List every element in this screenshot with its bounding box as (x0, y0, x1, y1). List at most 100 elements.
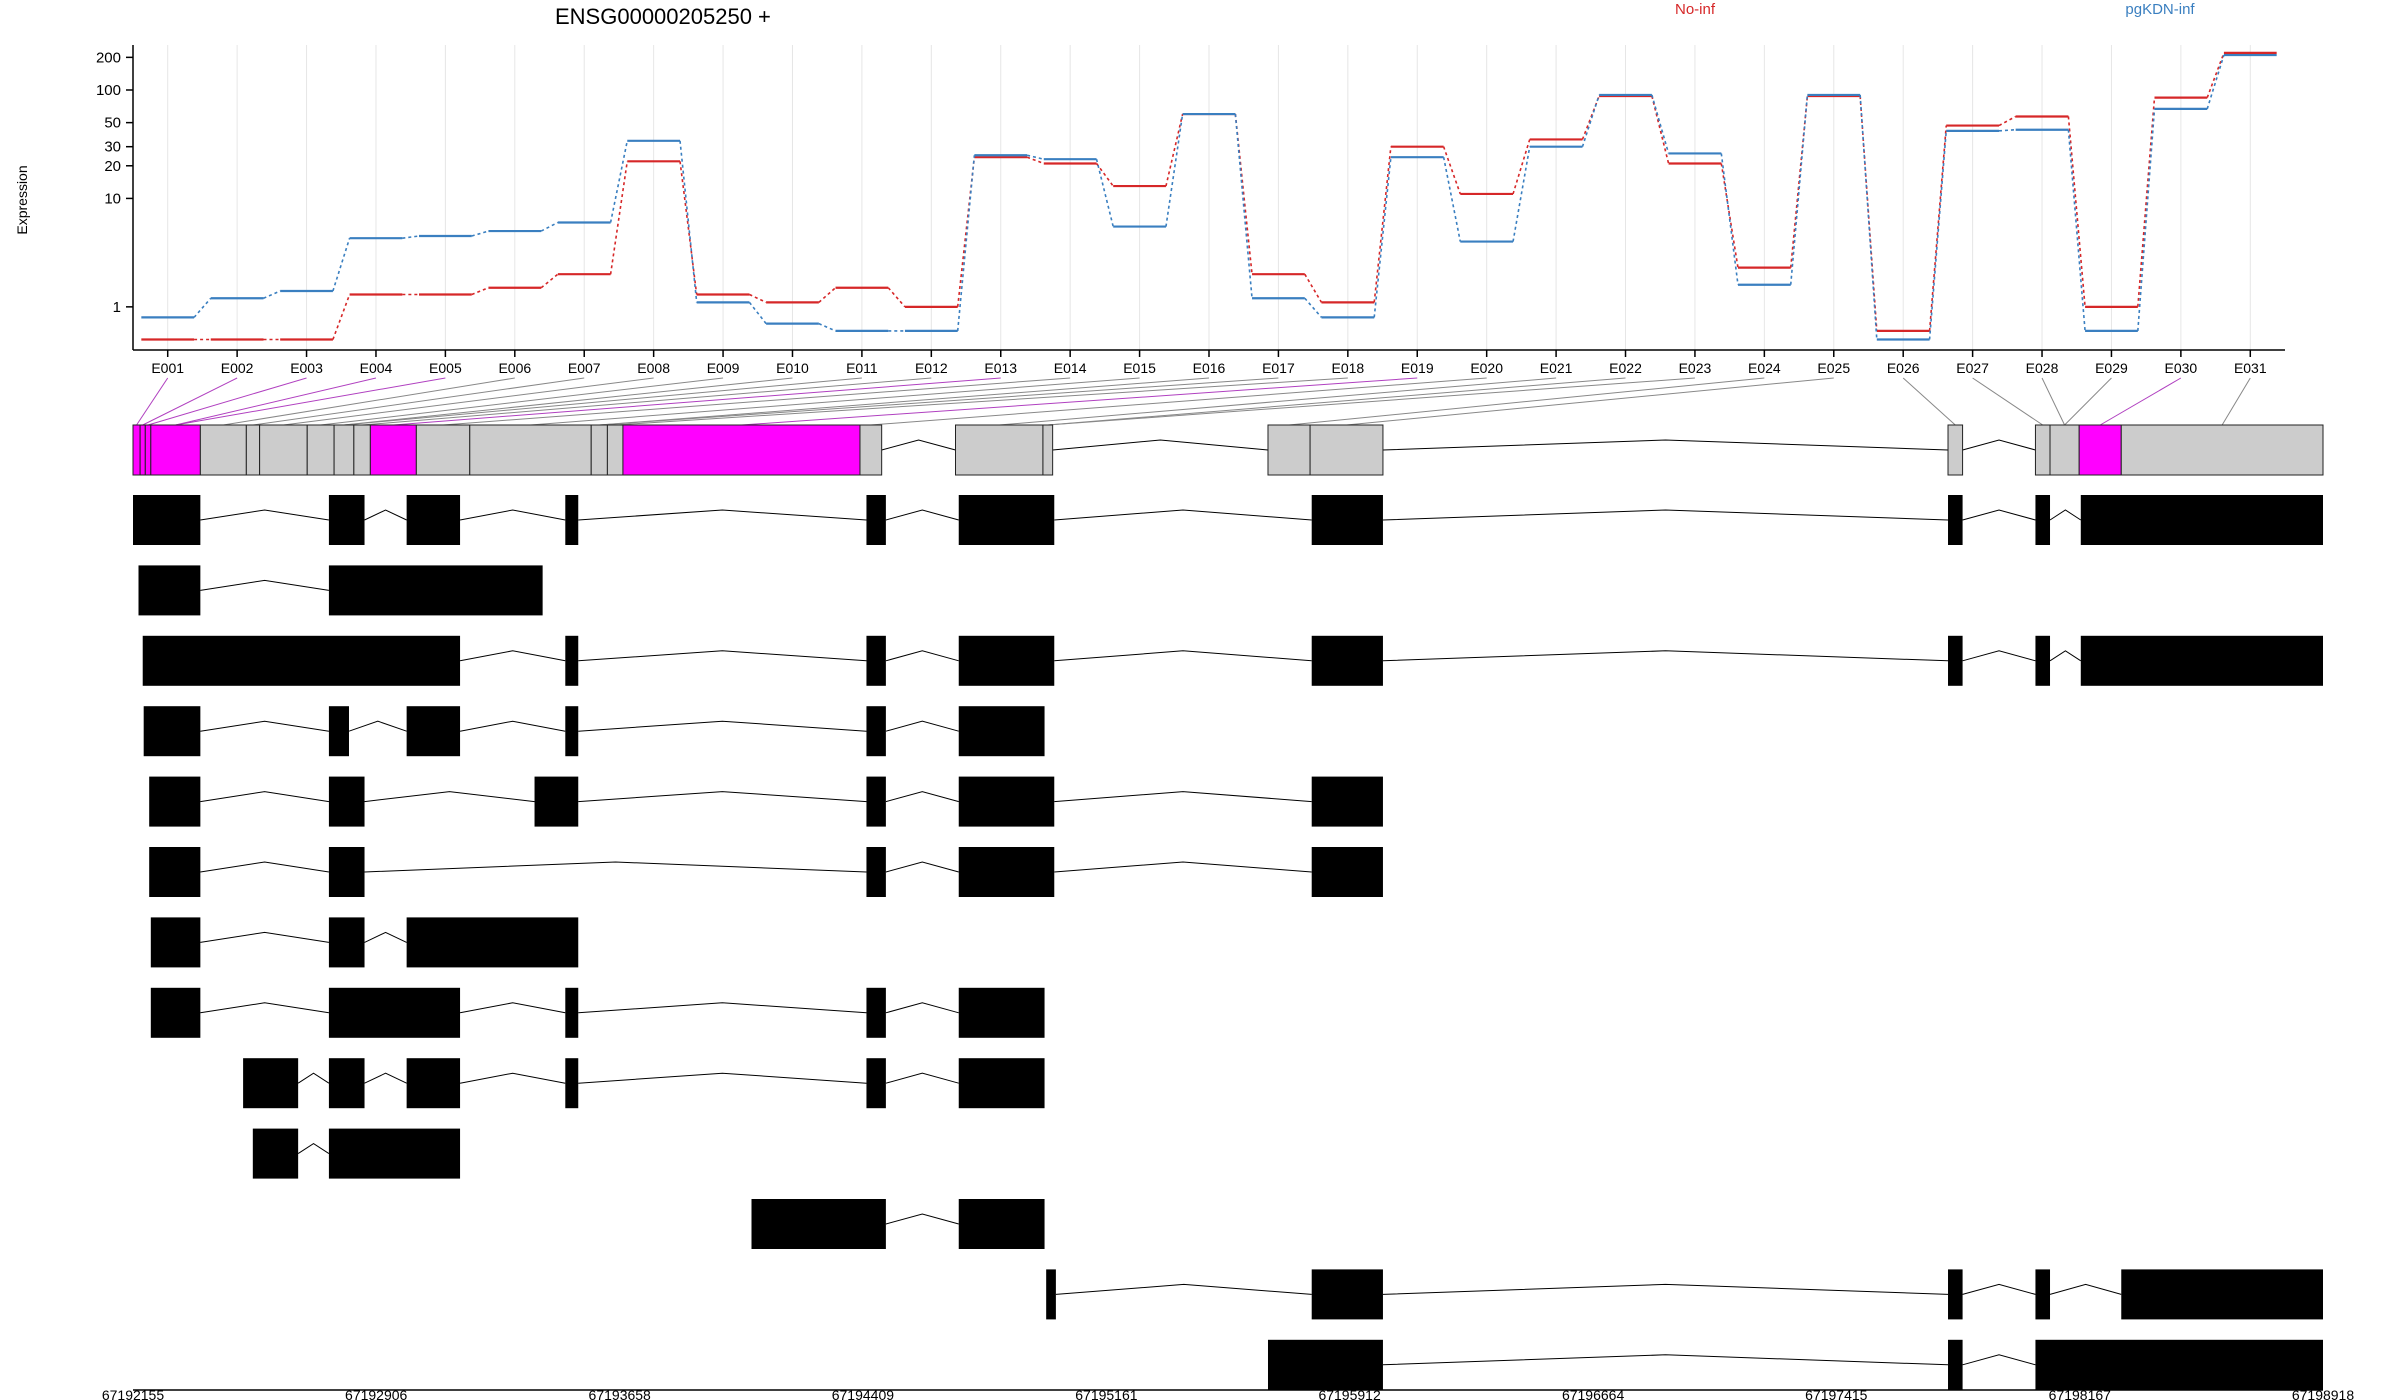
x-tick-label-e016: E016 (1193, 360, 1226, 376)
genomic-coordinate-axis: 67192155 67192906 67193658 67194409 67195161… (102, 1387, 2355, 1400)
transition (748, 301, 767, 325)
exon-bin-13 (469, 424, 592, 476)
connector-e030 (2099, 377, 2182, 426)
y-tick-label: 30 (104, 139, 121, 156)
transition (1998, 128, 2016, 132)
transition (2137, 97, 2156, 307)
exon-8 (2080, 635, 2323, 686)
exon-bin-23 (2034, 424, 2051, 476)
connector-e013 (393, 377, 1001, 426)
exon-4 (2035, 1269, 2051, 1320)
exon-6 (958, 706, 1045, 757)
transition (2067, 116, 2086, 307)
connector-e020 (870, 377, 1487, 426)
transcript-13 (1267, 1339, 2323, 1390)
exon-bin-1 (132, 424, 141, 476)
exon-2 (328, 495, 365, 545)
exon-5 (958, 776, 1055, 827)
x-tick-label-e008: E008 (637, 360, 670, 376)
exon-10 (2080, 495, 2323, 545)
connector-e003 (147, 377, 307, 426)
connector-e029 (2064, 377, 2112, 426)
transition (332, 237, 351, 292)
x-tick-label-e006: E006 (498, 360, 531, 376)
connector-e007 (252, 377, 585, 426)
exon-5 (866, 706, 886, 757)
transition (1026, 156, 1045, 165)
transcript-4 (143, 706, 1045, 757)
exon-4 (565, 1058, 579, 1109)
transition (1651, 95, 1670, 164)
exon-2 (328, 1058, 365, 1109)
exon-bin-5 (199, 424, 247, 476)
connector-e016 (599, 377, 1210, 426)
intron (885, 1072, 959, 1084)
y-axis-label: Expression (14, 165, 30, 234)
intron (200, 1002, 329, 1014)
exon-bin-21 (1309, 424, 1384, 476)
exon-3 (534, 776, 579, 827)
exon-5 (958, 987, 1045, 1038)
exon-6 (1948, 635, 1963, 686)
transition (2206, 54, 2225, 110)
exon-1 (1046, 1269, 1056, 1320)
transition (2206, 52, 2225, 98)
exon-bin-17 (859, 424, 883, 476)
exon-6 (958, 1058, 1045, 1109)
exon-bin-3 (144, 424, 152, 476)
x-tick-label-e012: E012 (915, 360, 948, 376)
transcript-8 (150, 987, 1045, 1038)
x-tick-label-e019: E019 (1401, 360, 1434, 376)
x-tick-label-e002: E002 (221, 360, 254, 376)
exon-3 (406, 495, 461, 545)
exon-1 (1267, 1339, 1383, 1390)
transition (1859, 94, 1878, 340)
transition (402, 235, 420, 239)
coord-label: 67198918 (2292, 1387, 2355, 1400)
transcript-11 (751, 1199, 1045, 1249)
x-tick-label-e007: E007 (568, 360, 601, 376)
intron (578, 1072, 867, 1084)
intron (1382, 509, 1949, 521)
x-tick-label-e024: E024 (1748, 360, 1781, 376)
intron (459, 650, 566, 662)
intron (200, 861, 329, 873)
transition (609, 161, 629, 275)
connector-e004 (175, 377, 377, 426)
x-tick-label-e026: E026 (1887, 360, 1920, 376)
intron (1962, 1354, 2036, 1366)
exon-1 (142, 635, 461, 686)
x-tick-label-e017: E017 (1262, 360, 1295, 376)
exon-9 (2035, 495, 2051, 545)
exon-1 (751, 1199, 886, 1249)
exon-2 (328, 776, 365, 827)
transcript-10 (252, 1128, 461, 1179)
exon-3 (1948, 1269, 1963, 1320)
coord-label: 67192906 (345, 1387, 408, 1400)
transition (1998, 115, 2017, 127)
transition (749, 293, 767, 304)
legend-pgkdn-inf: pgKDN-inf (2125, 1, 2195, 18)
connector-e011 (343, 377, 862, 426)
intron (885, 509, 959, 521)
intron (1382, 1283, 1949, 1295)
intron (1055, 1283, 1312, 1295)
intron (2049, 509, 2082, 521)
coord-label: 67195161 (1075, 1387, 1138, 1400)
exon-bin-16 (622, 424, 861, 476)
exon-3 (565, 987, 579, 1038)
x-tick-label-e025: E025 (1817, 360, 1850, 376)
intron (1962, 650, 2036, 662)
exon-1 (150, 987, 201, 1038)
transition (818, 322, 836, 332)
exon-1 (143, 706, 201, 757)
intron (459, 720, 566, 732)
transition (679, 161, 698, 295)
coord-label: 67198167 (2049, 1387, 2112, 1400)
connector-e014 (443, 377, 1071, 426)
intron (364, 1072, 407, 1084)
intron (578, 720, 867, 732)
connector-e021 (999, 377, 1557, 426)
x-tick-label-e013: E013 (984, 360, 1017, 376)
